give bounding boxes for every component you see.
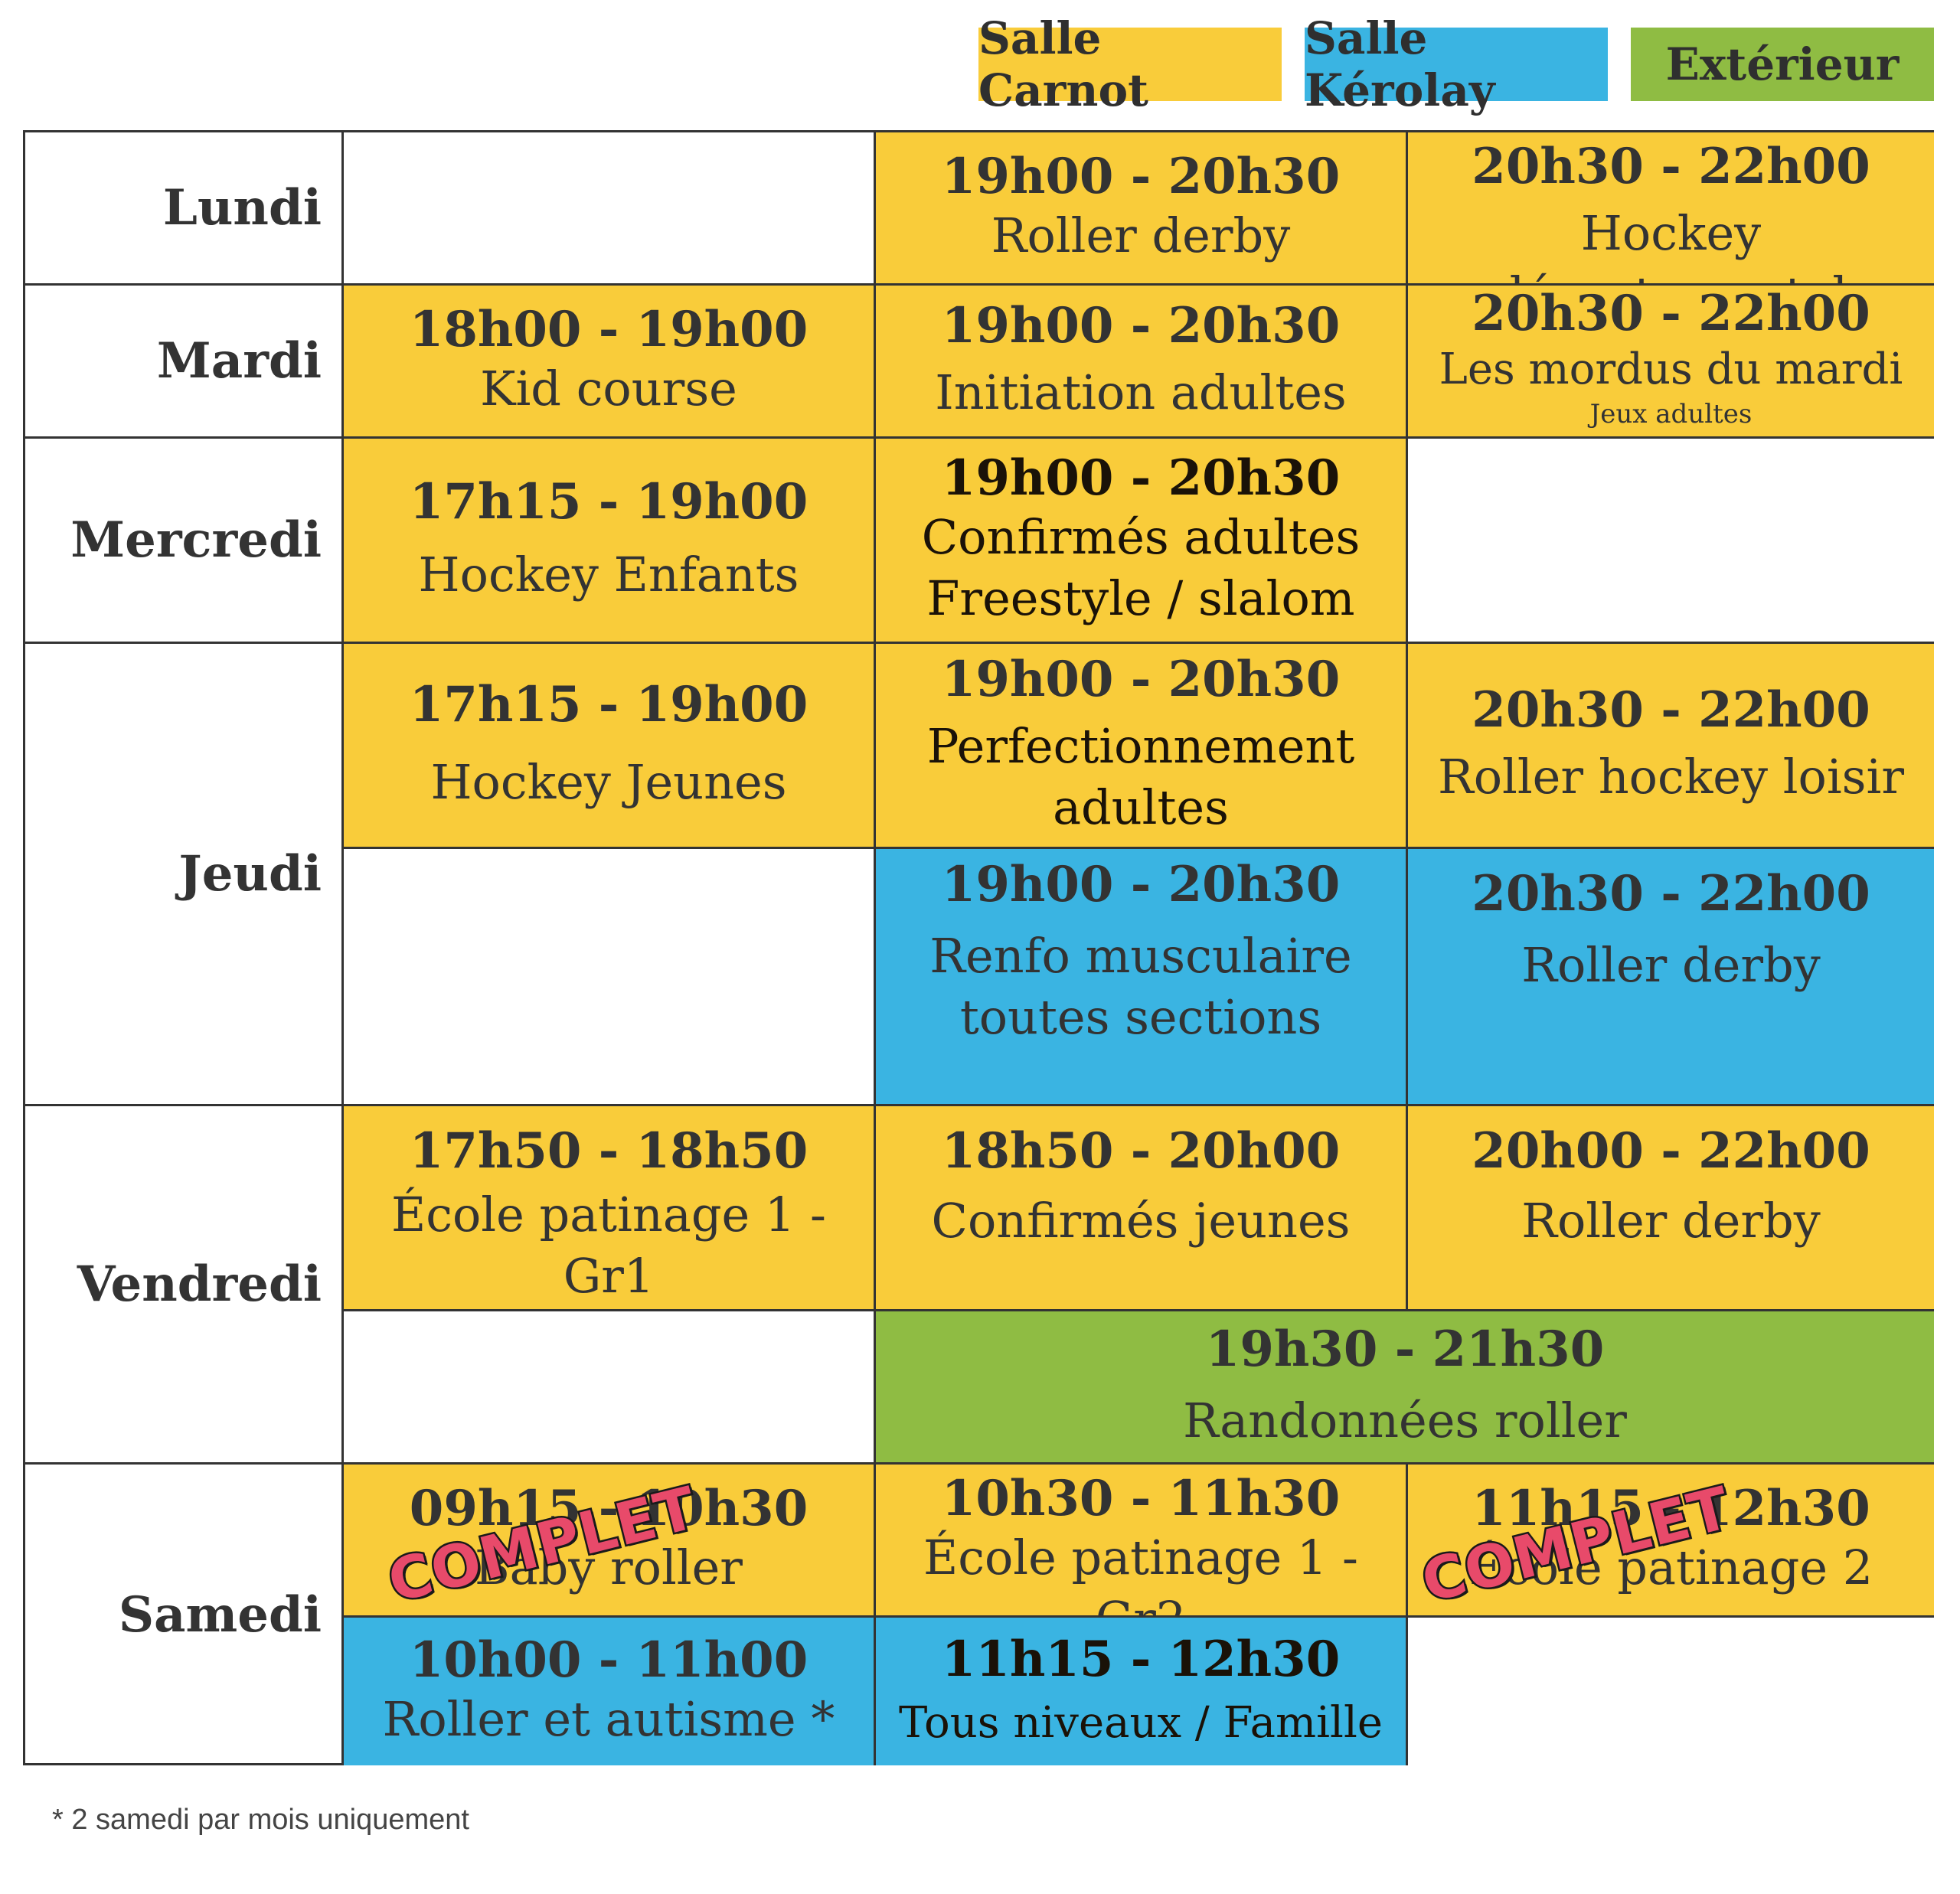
session-vendredi-g: 19h30 - 21h30 Randonnées roller [876, 1311, 1934, 1465]
session-mercredi-2: 19h00 - 20h30 Confirmés adultes Freestyl… [876, 439, 1408, 644]
legend-exterieur: Extérieur [1631, 28, 1934, 101]
session-time: 19h30 - 21h30 [1205, 1321, 1605, 1379]
session-time: 20h30 - 22h00 [1472, 681, 1870, 740]
session-time: 19h00 - 20h30 [941, 651, 1341, 709]
session-activity-2: adultes [1053, 779, 1229, 836]
session-lundi-2: 19h00 - 20h30 Roller derby [876, 132, 1408, 286]
session-note: Jeux adultes [1589, 399, 1753, 430]
day-samedi: Samedi [25, 1465, 344, 1765]
session-time: 18h50 - 20h00 [941, 1122, 1341, 1180]
day-jeudi: Jeudi [25, 644, 344, 1106]
session-activity: Perfectionnement [926, 717, 1355, 774]
cell-samedi-empty [1408, 1618, 1934, 1765]
session-samedi-3: 11h15 - 12h30 École patinage 2 [1408, 1465, 1934, 1618]
session-mercredi-1: 17h15 - 19h00 Hockey Enfants [344, 439, 876, 644]
session-mardi-3: 20h30 - 22h00 Les mordus du mardi Jeux a… [1408, 286, 1934, 439]
session-activity: Roller derby [1521, 1192, 1821, 1249]
session-time: 20h30 - 22h00 [1472, 285, 1870, 342]
session-mardi-1: 18h00 - 19h00 Kid course [344, 286, 876, 439]
session-vendredi-2: 18h50 - 20h00 Confirmés jeunes [876, 1106, 1408, 1311]
session-time: 10h00 - 11h00 [409, 1631, 808, 1690]
session-mardi-2: 19h00 - 20h30 Initiation adultes [876, 286, 1408, 439]
session-jeudi-2: 19h00 - 20h30 Perfectionnement adultes [876, 644, 1408, 849]
session-samedi-2: 10h30 - 11h30 École patinage 1 - Gr2 [876, 1465, 1408, 1647]
session-activity: Confirmés adultes [921, 508, 1361, 565]
session-jeudi-b3: 20h30 - 22h00 Roller derby [1408, 849, 1934, 1106]
legend-salle-kerolay: Salle Kérolay [1305, 12, 1608, 116]
session-vendredi-3: 20h00 - 22h00 Roller derby [1408, 1106, 1934, 1311]
legend-salle-carnot: Salle Carnot [978, 12, 1282, 116]
day-vendredi: Vendredi [25, 1106, 344, 1465]
session-jeudi-3: 20h30 - 22h00 Roller hockey loisir [1408, 644, 1934, 849]
session-time: 10h30 - 11h30 [941, 1470, 1341, 1527]
session-jeudi-1: 17h15 - 19h00 Hockey Jeunes [344, 644, 876, 849]
session-activity-2: Freestyle / slalom [926, 570, 1355, 627]
session-activity: Roller hockey loisir [1438, 749, 1904, 805]
session-samedi-1: 09h15 - 10h30 Baby roller [344, 1465, 876, 1618]
session-time: 19h00 - 20h30 [941, 856, 1341, 913]
session-activity: Renfo musculaire [929, 927, 1352, 984]
cell-lundi-empty [344, 132, 876, 286]
session-time: 19h00 - 20h30 [941, 297, 1341, 355]
day-mardi: Mardi [25, 286, 344, 439]
session-activity: Initiation adultes [935, 364, 1347, 420]
session-time: 09h15 - 10h30 [409, 1480, 808, 1538]
session-activity: Roller derby [1521, 936, 1821, 993]
session-activity: Roller derby [991, 207, 1291, 263]
session-activity: Tous niveaux / Famille [899, 1697, 1383, 1748]
cell-mercredi-empty [1408, 439, 1934, 644]
session-activity: Baby roller [475, 1540, 743, 1595]
schedule-table: Lundi Mardi Mercredi Jeudi Vendredi Same… [23, 130, 1934, 1765]
footnote: * 2 samedi par mois uniquement [52, 1804, 469, 1836]
session-time: 17h15 - 19h00 [409, 676, 808, 734]
session-activity: Kid course [480, 361, 737, 416]
day-lundi: Lundi [25, 132, 344, 286]
session-samedi-b2: 11h15 - 12h30 Tous niveaux / Famille [876, 1618, 1408, 1765]
session-activity: Hockey Enfants [418, 547, 799, 602]
session-time: 20h30 - 22h00 [1472, 865, 1870, 923]
session-activity: Hockey Jeunes [430, 754, 787, 810]
session-time: 18h00 - 19h00 [409, 301, 808, 359]
session-activity-2: toutes sections [959, 989, 1322, 1046]
session-activity: École patinage 1 - Gr1 [390, 1186, 827, 1305]
cell-jeudi-empty [344, 849, 876, 1106]
session-samedi-b1: 10h00 - 11h00 Roller et autisme * [344, 1618, 876, 1765]
session-vendredi-1: 17h50 - 18h50 École patinage 1 - Gr1 [344, 1106, 876, 1311]
session-activity: École patinage 2 [1468, 1540, 1873, 1595]
session-time: 11h15 - 12h30 [941, 1631, 1341, 1689]
session-time: 17h15 - 19h00 [409, 473, 808, 531]
session-time: 11h15 - 12h30 [1472, 1480, 1870, 1538]
session-jeudi-b2: 19h00 - 20h30 Renfo musculaire toutes se… [876, 849, 1408, 1106]
session-lundi-3: 20h30 - 22h00 Hockey départemental [1408, 132, 1934, 322]
session-time: 19h00 - 20h30 [941, 449, 1341, 508]
session-activity: Roller et autisme * [382, 1691, 835, 1747]
session-activity: Confirmés jeunes [931, 1192, 1351, 1249]
session-activity: Randonnées roller [1183, 1393, 1627, 1448]
session-time: 19h00 - 20h30 [941, 148, 1341, 206]
session-activity: Les mordus du mardi [1439, 344, 1903, 394]
session-time: 20h30 - 22h00 [1472, 138, 1870, 195]
session-time: 17h50 - 18h50 [409, 1122, 808, 1180]
session-time: 20h00 - 22h00 [1472, 1122, 1870, 1180]
cell-vendredi-empty [344, 1311, 876, 1465]
day-mercredi: Mercredi [25, 439, 344, 644]
